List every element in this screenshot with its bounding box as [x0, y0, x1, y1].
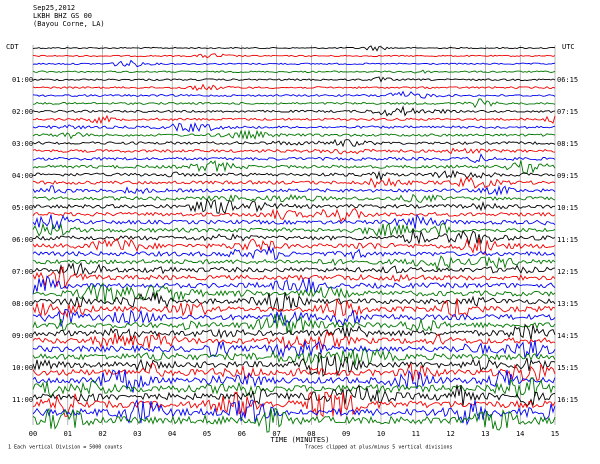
trace — [32, 237, 556, 255]
trace — [32, 69, 556, 74]
trace — [32, 377, 556, 398]
left-time: 04:00 — [12, 172, 33, 180]
trace — [32, 53, 556, 59]
x-tick-label: 02 — [98, 430, 106, 438]
left-time: 08:00 — [12, 300, 33, 308]
trace — [32, 122, 556, 133]
trace — [32, 407, 556, 433]
trace — [32, 391, 556, 418]
x-tick-label: 15 — [551, 430, 559, 438]
x-tick-label: 13 — [481, 430, 489, 438]
x-tick-label: 05 — [203, 430, 211, 438]
trace — [32, 105, 556, 117]
x-tick-label: 10 — [377, 430, 385, 438]
trace — [32, 261, 556, 276]
right-time: 16:15 — [557, 396, 578, 404]
trace — [32, 347, 556, 366]
x-tick-label: 14 — [516, 430, 524, 438]
date: Sep25,2012 — [33, 4, 75, 12]
right-time: 08:15 — [557, 140, 578, 148]
trace — [32, 198, 555, 215]
right-time: 09:15 — [557, 172, 578, 180]
trace — [32, 369, 556, 393]
footer-left: 1 Each vertical Division = 5000 counts — [8, 445, 122, 451]
trace — [32, 193, 556, 203]
trace — [32, 229, 556, 246]
trace — [32, 222, 556, 238]
trace — [32, 90, 556, 99]
trace — [32, 245, 556, 261]
trace — [32, 282, 556, 304]
trace — [32, 138, 556, 148]
x-tick-label: 03 — [133, 430, 141, 438]
trace — [32, 351, 556, 377]
right-zone: UTC — [562, 43, 575, 51]
x-tick-label: 01 — [64, 430, 72, 438]
station: LKBH BHZ GS 00 — [33, 12, 92, 20]
x-tick-label: 07 — [272, 430, 280, 438]
x-tick-label: 06 — [238, 430, 246, 438]
left-time: 01:00 — [12, 76, 33, 84]
left-zone: CDT — [6, 43, 19, 51]
right-time: 11:15 — [557, 236, 578, 244]
footer-right: Traces clipped at plus/minus 5 vertical … — [305, 445, 453, 451]
trace — [32, 255, 556, 271]
x-tick-label: 11 — [412, 430, 420, 438]
left-time: 07:00 — [12, 268, 33, 276]
trace — [32, 313, 556, 335]
right-time: 13:15 — [557, 300, 578, 308]
trace — [32, 59, 556, 68]
location: (Bayou Corne, LA) — [33, 20, 105, 28]
trace — [32, 340, 556, 359]
right-time: 10:15 — [557, 204, 578, 212]
left-time: 10:00 — [12, 364, 33, 372]
trace — [32, 159, 556, 174]
right-time: 07:15 — [557, 108, 578, 116]
left-time: 11:00 — [12, 396, 33, 404]
trace — [32, 184, 556, 197]
left-time: 06:00 — [12, 236, 33, 244]
trace — [32, 213, 556, 231]
left-time: 03:00 — [12, 140, 33, 148]
trace — [32, 384, 556, 407]
left-time: 02:00 — [12, 108, 33, 116]
trace — [32, 83, 556, 92]
trace — [32, 362, 556, 382]
x-tick-label: 09 — [342, 430, 350, 438]
trace — [32, 129, 556, 140]
trace — [32, 169, 556, 182]
trace — [32, 45, 556, 52]
right-time: 15:15 — [557, 364, 578, 372]
trace — [32, 114, 556, 125]
x-title: TIME (MINUTES) — [270, 436, 329, 444]
trace — [32, 275, 556, 295]
trace — [32, 98, 556, 109]
x-tick-label: 12 — [446, 430, 454, 438]
trace — [32, 153, 556, 164]
left-time: 09:00 — [12, 332, 33, 340]
trace — [32, 309, 556, 327]
right-time: 06:15 — [557, 76, 578, 84]
right-time: 14:15 — [557, 332, 578, 340]
trace — [32, 330, 556, 351]
trace — [32, 208, 556, 223]
x-tick-label: 04 — [168, 430, 176, 438]
trace — [32, 176, 556, 189]
trace — [32, 76, 556, 83]
trace — [32, 266, 556, 289]
trace — [32, 323, 556, 342]
left-time: 05:00 — [12, 204, 33, 212]
trace — [32, 147, 556, 155]
traces — [32, 45, 556, 433]
trace — [32, 298, 556, 319]
x-tick-label: 00 — [29, 430, 37, 438]
trace — [32, 398, 556, 426]
right-time: 12:15 — [557, 268, 578, 276]
x-tick-label: 08 — [307, 430, 315, 438]
labels: 00 01 02 03 04 05 06 07 08 09 10 11 12 13 14 15 01:00 02:… — [12, 76, 578, 438]
trace — [32, 291, 556, 312]
